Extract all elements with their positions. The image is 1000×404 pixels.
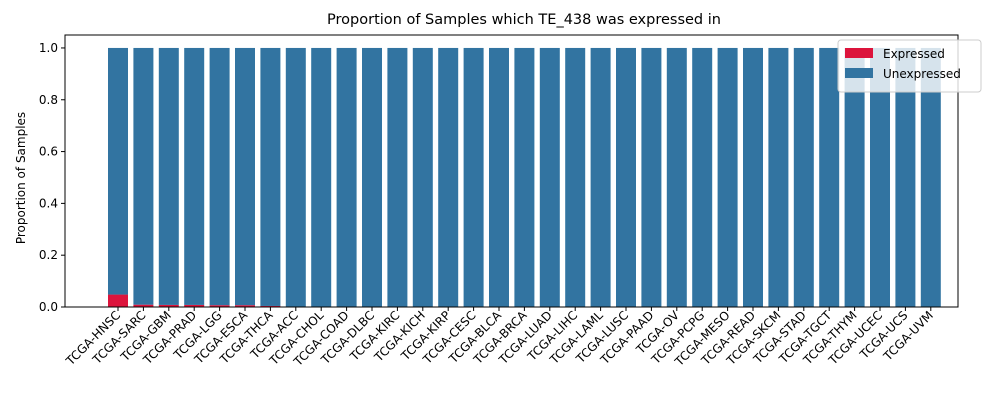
y-tick-label: 0.4 bbox=[39, 196, 58, 210]
bar-unexpressed bbox=[743, 47, 763, 307]
x-ticks: TCGA-HNSCTCGA-SARCTCGA-GBMTCGA-PRADTCGA-… bbox=[63, 307, 936, 369]
bar-unexpressed bbox=[870, 47, 890, 307]
bar-unexpressed bbox=[666, 47, 687, 307]
bar-unexpressed bbox=[285, 47, 306, 307]
y-tick-label: 0.0 bbox=[39, 300, 58, 314]
bar-unexpressed bbox=[489, 47, 509, 307]
bar-unexpressed bbox=[133, 47, 154, 305]
bar-unexpressed bbox=[819, 47, 840, 307]
bar-unexpressed bbox=[158, 47, 179, 305]
y-tick-label: 0.2 bbox=[39, 248, 58, 262]
bar-unexpressed bbox=[260, 47, 281, 306]
bar-unexpressed bbox=[768, 47, 789, 307]
chart-title: Proportion of Samples which TE_438 was e… bbox=[327, 12, 721, 28]
bar-expressed bbox=[209, 305, 230, 307]
legend: Expressed Unexpressed bbox=[837, 39, 982, 93]
bar-expressed bbox=[108, 294, 128, 307]
bar-unexpressed bbox=[590, 47, 611, 307]
bar-unexpressed bbox=[565, 47, 586, 307]
bar-expressed bbox=[235, 305, 255, 307]
bar-unexpressed bbox=[362, 47, 382, 307]
legend-label: Unexpressed bbox=[883, 67, 961, 81]
legend-box bbox=[837, 39, 982, 93]
bar-unexpressed bbox=[463, 47, 484, 307]
bar-unexpressed bbox=[895, 47, 916, 307]
bar-unexpressed bbox=[514, 47, 535, 307]
bars-layer bbox=[108, 47, 941, 307]
legend-swatch bbox=[845, 48, 873, 58]
bar-expressed bbox=[158, 304, 179, 307]
y-tick-label: 0.8 bbox=[39, 93, 58, 107]
bar-unexpressed bbox=[311, 47, 332, 307]
y-tick-label: 1.0 bbox=[39, 41, 58, 55]
bar-unexpressed bbox=[920, 47, 941, 307]
bar-unexpressed bbox=[717, 47, 738, 307]
bar-unexpressed bbox=[108, 47, 128, 295]
y-ticks: 0.0 0.2 0.4 0.6 0.8 1.0 bbox=[39, 41, 65, 314]
bar-unexpressed bbox=[793, 47, 814, 307]
y-axis-label: Proportion of Samples bbox=[14, 112, 28, 244]
bar-expressed bbox=[184, 304, 205, 307]
y-tick-label: 0.6 bbox=[39, 145, 58, 159]
bar-unexpressed bbox=[641, 47, 662, 307]
bar-unexpressed bbox=[412, 47, 433, 307]
bar-unexpressed bbox=[844, 47, 865, 307]
bar-unexpressed bbox=[336, 47, 357, 307]
legend-swatch bbox=[845, 68, 873, 78]
bar-unexpressed bbox=[539, 47, 560, 307]
bar-unexpressed bbox=[616, 47, 636, 307]
bar-unexpressed bbox=[235, 47, 255, 306]
bar-unexpressed bbox=[692, 47, 713, 307]
bar-unexpressed bbox=[438, 47, 459, 307]
bar-unexpressed bbox=[184, 47, 205, 305]
plot-frame bbox=[64, 34, 959, 308]
bar-unexpressed bbox=[387, 47, 408, 307]
bar-unexpressed bbox=[209, 47, 230, 306]
bar-expressed bbox=[133, 304, 154, 307]
legend-label: Expressed bbox=[883, 47, 945, 61]
bar-expressed bbox=[260, 305, 281, 307]
